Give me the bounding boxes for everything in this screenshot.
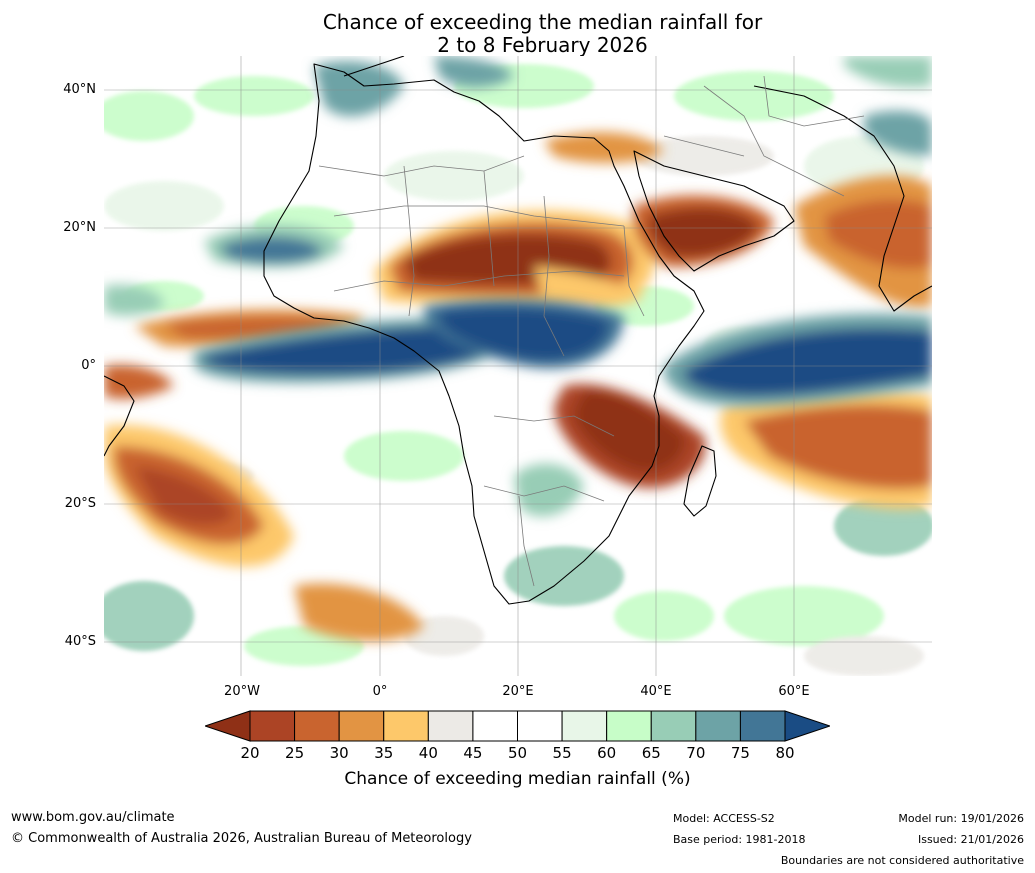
colorbar-segment — [650, 710, 697, 742]
colorbar-title: Chance of exceeding median rainfall (%) — [344, 769, 691, 789]
lon-label-60e: 60°E — [778, 684, 810, 699]
colorbar-tick-label: 50 — [507, 744, 528, 762]
issued-label: Issued: 21/01/2026 — [917, 833, 1024, 846]
colorbar-tick-label: 60 — [597, 744, 617, 762]
lon-label-0: 0° — [372, 684, 388, 699]
colorbar-tick-label: 20 — [240, 744, 260, 762]
lon-label-20w: 20°W — [224, 684, 260, 699]
lon-label-40e: 40°E — [640, 684, 672, 699]
model-label: Model: ACCESS-S2 — [673, 812, 775, 825]
colorbar-segment — [294, 710, 340, 742]
boundaries-disclaimer: Boundaries are not considered authoritat… — [780, 854, 1024, 867]
colorbar-segment — [517, 710, 563, 742]
map-title-line1: Chance of exceeding the median rainfall … — [322, 10, 763, 34]
colorbar-tick-label: 40 — [418, 744, 438, 762]
colorbar-tick-label: 65 — [641, 744, 661, 762]
copyright-text: © Commonwealth of Australia 2026, Austra… — [11, 831, 472, 846]
colorbar-segment — [695, 710, 741, 742]
model-run-label: Model run: 19/01/2026 — [898, 812, 1024, 825]
coastlines — [104, 56, 932, 605]
colorbar-extend-low — [205, 710, 251, 742]
colorbar-tick-label: 70 — [686, 744, 706, 762]
colorbar-tick-label: 80 — [775, 744, 795, 762]
lat-label-20n: 20°N — [63, 220, 96, 235]
colorbar-tick-label: 35 — [374, 744, 394, 762]
colorbar-tick-label: 30 — [329, 744, 349, 762]
website-link[interactable]: www.bom.gov.au/climate — [11, 810, 175, 825]
colorbar-tick-label: 55 — [552, 744, 572, 762]
lat-label-40s: 40°S — [64, 634, 96, 649]
colorbar-segment — [472, 710, 518, 742]
lon-label-20e: 20°E — [502, 684, 534, 699]
colorbar — [205, 710, 830, 742]
colorbar-segment — [383, 710, 429, 742]
graticule — [104, 56, 932, 676]
colorbar-segment — [561, 710, 608, 742]
colorbar-tick-label: 45 — [463, 744, 483, 762]
colorbar-extend-high — [784, 710, 830, 742]
colorbar-segment — [739, 710, 786, 742]
lat-label-40n: 40°N — [63, 82, 96, 97]
lat-label-equator: 0° — [81, 358, 96, 373]
colorbar-segment — [427, 710, 474, 742]
colorbar-segment — [606, 710, 652, 742]
colorbar-tick-label: 75 — [730, 744, 750, 762]
rainfall-map — [104, 56, 932, 676]
base-period-label: Base period: 1981-2018 — [673, 833, 806, 846]
country-borders — [318, 75, 865, 587]
colorbar-tick-label: 25 — [285, 744, 305, 762]
lat-label-20s: 20°S — [64, 496, 96, 511]
map-title-line2: 2 to 8 February 2026 — [437, 33, 648, 57]
colorbar-segment — [338, 710, 385, 742]
colorbar-segment — [249, 710, 296, 742]
